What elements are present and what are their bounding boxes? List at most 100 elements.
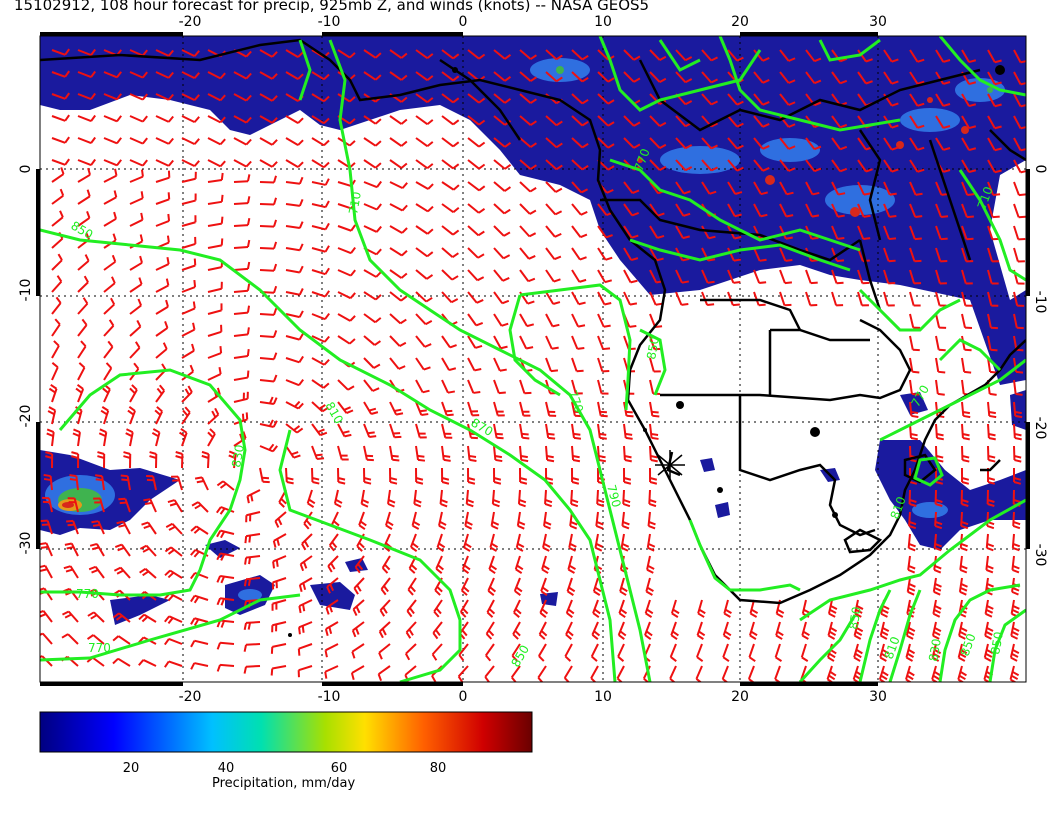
lon-tick-label: 20 — [731, 14, 749, 30]
colorbar-tick-label: 80 — [430, 761, 447, 776]
wind-barb-flag — [141, 213, 142, 220]
wind-barb-staff — [493, 490, 494, 504]
wind-barb-flag — [222, 217, 223, 224]
wind-barb-flag — [526, 347, 533, 348]
wind-barb-flag — [963, 416, 970, 417]
wind-barb-flag — [548, 434, 555, 435]
wind-barb-flag — [963, 434, 970, 435]
wind-barb-flag — [681, 304, 688, 305]
colorbar-ticks: 20 40 60 80 — [123, 761, 447, 776]
wind-barb-staff — [286, 468, 287, 482]
wind-barb-flag — [599, 456, 606, 457]
wind-barb-flag — [93, 525, 100, 526]
wind-barb-flag — [759, 282, 766, 283]
wind-barb-flag — [495, 456, 502, 457]
wind-barb-staff — [987, 534, 988, 548]
wind-barb-flag — [219, 367, 220, 374]
wind-barb-staff — [961, 512, 962, 526]
wind-barb-flag — [682, 281, 689, 282]
wind-barb-flag — [68, 525, 75, 526]
colorbar-tick-label: 40 — [218, 761, 235, 776]
wind-barb-flag — [577, 371, 584, 372]
wind-barb-flag — [651, 460, 658, 461]
wind-barb-flag — [965, 350, 972, 351]
wind-barb-flag — [421, 414, 428, 415]
wind-barb-flag — [251, 494, 252, 501]
wind-barb-staff — [260, 204, 274, 205]
wind-barb-staff — [572, 446, 573, 460]
wind-barb-flag — [573, 456, 580, 457]
wind-barb-flag — [990, 394, 997, 395]
wind-barb-flag — [941, 239, 948, 240]
wind-barb-flag — [497, 438, 504, 439]
wind-barb-flag — [325, 672, 326, 679]
lon-tick-label: 0 — [459, 689, 468, 705]
wind-barb-staff — [246, 666, 260, 667]
wind-barb-flag — [1016, 350, 1023, 351]
wind-barb-flag — [248, 284, 249, 291]
wind-barb-flag — [1015, 434, 1022, 435]
lon-tick-label: 10 — [594, 689, 612, 705]
lon-tick-label: 30 — [869, 14, 887, 30]
wind-barb-flag — [499, 392, 506, 393]
contour-label: 770 — [88, 641, 111, 655]
wind-barb-flag — [272, 669, 273, 676]
wind-barb-flag — [167, 257, 168, 264]
wind-barb-flag — [1016, 394, 1023, 395]
wind-barb-staff — [260, 248, 274, 249]
wind-barb-flag — [67, 547, 74, 548]
wind-barb-flag — [941, 216, 948, 217]
wind-barb-flag — [303, 626, 304, 633]
wind-barb-staff — [1013, 512, 1014, 526]
wind-barb-staff — [520, 446, 521, 460]
wind-barb-flag — [785, 260, 792, 261]
wind-barb-flag — [911, 434, 918, 435]
wind-barb-flag — [120, 503, 127, 504]
wind-barb-flag — [249, 579, 250, 586]
wind-barb-flag — [473, 392, 480, 393]
wind-barb-staff — [909, 534, 910, 548]
wind-barb-flag — [626, 438, 633, 439]
right-lat-labels: 0 -10 -20 -30 — [1032, 165, 1048, 567]
wind-barb-flag — [66, 521, 73, 522]
wind-barb-staff — [571, 490, 572, 504]
wind-barb-staff — [234, 247, 248, 248]
lon-tick-label: 20 — [731, 689, 749, 705]
wind-barb-flag — [837, 238, 844, 239]
wind-barb-flag — [786, 238, 793, 239]
wind-barb-flag — [651, 434, 658, 435]
wind-barb-flag — [625, 460, 632, 461]
wind-barb-flag — [444, 460, 451, 461]
wind-barb-flag — [573, 434, 580, 435]
wind-barb-flag — [500, 370, 507, 371]
wind-barb-flag — [604, 326, 611, 327]
wind-barb-flag — [392, 456, 399, 457]
wind-barb-flag — [651, 456, 658, 457]
wind-barb-flag — [1015, 412, 1022, 413]
wind-barb-staff — [260, 336, 274, 337]
wind-barb-flag — [245, 623, 246, 630]
wind-barb-staff — [545, 490, 546, 504]
wind-barb-flag — [396, 413, 403, 414]
wind-barb-flag — [578, 325, 585, 326]
wind-barb-flag — [317, 458, 324, 459]
wind-barb-flag — [603, 348, 610, 349]
wind-barb-flag — [573, 460, 580, 461]
wind-barb-flag — [195, 477, 202, 478]
wind-barb-staff — [220, 665, 234, 666]
lon-tick-label: -20 — [179, 14, 202, 30]
wind-barb-flag — [759, 305, 766, 306]
wind-barb-flag — [394, 410, 401, 411]
wind-barb-flag — [39, 543, 46, 544]
colorbar-tick-label: 60 — [331, 761, 348, 776]
wind-barb-flag — [733, 304, 740, 305]
wind-barb-flag — [273, 561, 274, 568]
wind-barb-flag — [248, 371, 249, 378]
wind-barb-flag — [967, 194, 974, 195]
wind-barb-staff — [1013, 534, 1014, 548]
wind-barb-flag — [630, 303, 637, 304]
wind-barb-flag — [577, 348, 584, 349]
wind-barb-staff — [494, 446, 495, 460]
wind-barb-flag — [547, 460, 554, 461]
wind-barb-flag — [222, 173, 223, 180]
